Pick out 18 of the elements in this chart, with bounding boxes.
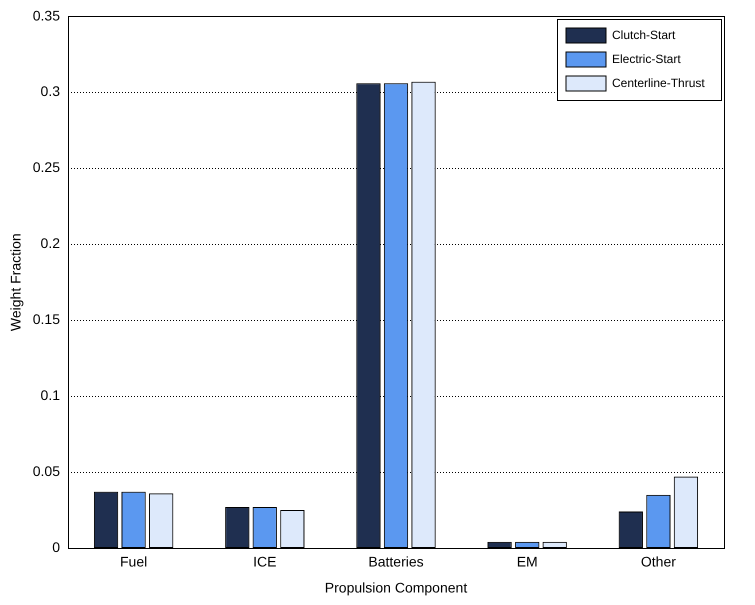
x-tick-label: Batteries xyxy=(368,553,424,570)
y-tick-label: 0.05 xyxy=(32,462,60,479)
legend-label: Clutch-Start xyxy=(612,28,676,42)
y-tick-label: 0.1 xyxy=(40,386,60,403)
y-tick-label: 0.15 xyxy=(32,311,60,328)
x-axis-title: Propulsion Component xyxy=(324,579,468,596)
x-tick-label: ICE xyxy=(253,553,276,570)
legend-label: Centerline-Thrust xyxy=(612,76,706,90)
y-tick-label: 0.35 xyxy=(32,7,60,24)
y-tick-label: 0.3 xyxy=(40,83,60,100)
legend-label: Electric-Start xyxy=(612,52,682,66)
y-axis-title: Weight Fraction xyxy=(7,233,24,332)
x-tick-label: EM xyxy=(516,553,538,570)
x-tick-label: Fuel xyxy=(120,553,148,570)
y-tick-label: 0.25 xyxy=(32,159,60,176)
y-tick-label: 0.2 xyxy=(40,235,60,252)
y-tick-label: 0 xyxy=(52,538,60,555)
x-tick-label: Other xyxy=(640,553,676,570)
